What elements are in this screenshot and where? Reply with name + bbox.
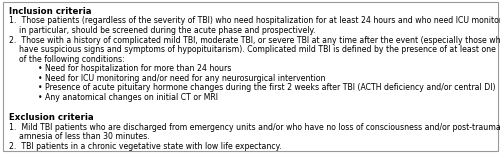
Text: 1.  Mild TBI patients who are discharged from emergency units and/or who have no: 1. Mild TBI patients who are discharged … xyxy=(9,123,500,132)
Text: • Need for ICU monitoring and/or need for any neurosurgical intervention: • Need for ICU monitoring and/or need fo… xyxy=(38,74,325,83)
Text: 1.  Those patients (regardless of the severity of TBI) who need hospitalization : 1. Those patients (regardless of the sev… xyxy=(9,16,500,25)
Text: 2.  TBI patients in a chronic vegetative state with low life expectancy.: 2. TBI patients in a chronic vegetative … xyxy=(9,142,281,151)
Text: 2.  Those with a history of complicated mild TBI, moderate TBI, or severe TBI at: 2. Those with a history of complicated m… xyxy=(9,36,500,45)
Text: in particular, should be screened during the acute phase and prospectively.: in particular, should be screened during… xyxy=(9,26,316,35)
Text: Inclusion criteria: Inclusion criteria xyxy=(9,7,92,16)
Text: • Any anatomical changes on initial CT or MRI: • Any anatomical changes on initial CT o… xyxy=(38,93,218,102)
Text: • Presence of acute pituitary hormone changes during the first 2 weeks after TBI: • Presence of acute pituitary hormone ch… xyxy=(38,83,495,92)
Text: amnesia of less than 30 minutes.: amnesia of less than 30 minutes. xyxy=(9,132,150,141)
Text: Exclusion criteria: Exclusion criteria xyxy=(9,113,94,122)
Text: of the following conditions:: of the following conditions: xyxy=(9,55,124,64)
Text: • Need for hospitalization for more than 24 hours: • Need for hospitalization for more than… xyxy=(38,64,231,73)
Text: have suspicious signs and symptoms of hypopituitarism). Complicated mild TBI is : have suspicious signs and symptoms of hy… xyxy=(9,45,496,54)
